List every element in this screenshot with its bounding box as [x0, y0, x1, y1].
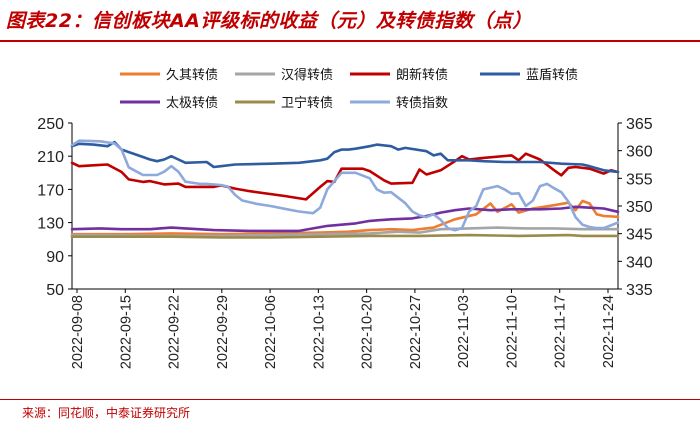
- series-line-蓝盾转债: [70, 140, 620, 174]
- y-right-tick-label: 350: [626, 199, 653, 216]
- y-right-tick-label: 335: [626, 282, 653, 299]
- x-tick-label: 2022-09-29: [215, 295, 231, 369]
- x-tick-label: 2022-11-17: [553, 295, 569, 368]
- legend-label: 卫宁转债: [281, 95, 333, 111]
- series-line-朗新转债: [70, 152, 620, 201]
- y-left-tick-label: 250: [37, 116, 64, 133]
- y-left-tick-label: 130: [37, 216, 64, 233]
- y-right-tick-label: 345: [626, 227, 653, 244]
- legend-label: 蓝盾转债: [526, 68, 578, 83]
- footer-rule: [0, 399, 700, 400]
- series-line-汉得转债: [70, 226, 620, 238]
- legend-label: 久其转债: [166, 68, 218, 83]
- x-tick-label: 2022-09-08: [70, 295, 86, 369]
- series-line-卫宁转债: [70, 233, 620, 239]
- y-left-tick-label: 210: [37, 149, 64, 166]
- x-tick-label: 2022-09-15: [118, 295, 134, 369]
- y-left-tick-label: 90: [46, 249, 64, 266]
- x-tick-label: 2022-11-24: [601, 295, 617, 368]
- series-group: [70, 139, 620, 239]
- x-tick-label: 2022-11-10: [504, 295, 520, 368]
- x-tick-label: 2022-10-06: [263, 295, 279, 369]
- x-tick-label: 2022-10-27: [408, 295, 424, 369]
- source-note: 来源：同花顺，中泰证券研究所: [22, 406, 191, 420]
- x-tick-label: 2022-09-22: [167, 295, 183, 369]
- y-right-tick-label: 365: [626, 116, 653, 133]
- title-rule: [0, 40, 700, 42]
- legend-label: 汉得转债: [281, 67, 333, 83]
- series-line-转债指数: [70, 139, 620, 232]
- x-tick-label: 2022-10-20: [360, 295, 376, 369]
- chart-title: 图表22：信创板块AA评级标的收益（元）及转债指数（点）: [6, 10, 532, 32]
- legend-label: 太极转债: [166, 96, 218, 111]
- axes-group: 50 90 130 170 210 250 335 340 345 350 355 360 365 202…: [37, 116, 653, 369]
- plot-frame: [71, 123, 619, 290]
- legend-label: 朗新转债: [396, 67, 448, 83]
- legend-label: 转债指数: [396, 96, 448, 111]
- x-tick-label: 2022-10-13: [311, 295, 327, 369]
- y-right-tick-label: 340: [626, 254, 653, 271]
- series-line-太极转债: [70, 205, 620, 233]
- y-right-tick-label: 355: [626, 171, 653, 188]
- x-tick-label: 2022-11-03: [456, 295, 472, 368]
- y-left-tick-label: 50: [46, 282, 64, 299]
- y-right-tick-label: 360: [626, 144, 653, 161]
- y-left-tick-label: 170: [37, 182, 64, 199]
